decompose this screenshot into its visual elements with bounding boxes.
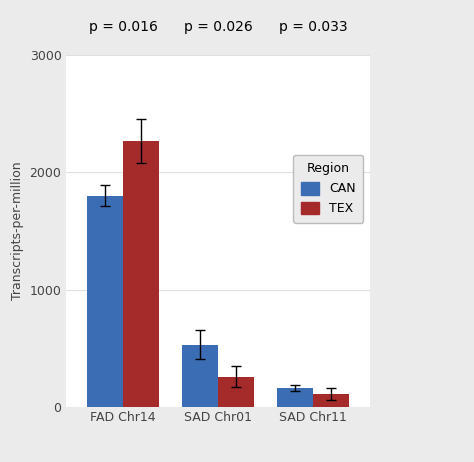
Text: p = 0.016: p = 0.016 [89, 20, 158, 34]
Bar [182, 345, 218, 407]
Bar [87, 196, 123, 407]
Text: p = 0.026: p = 0.026 [183, 20, 253, 34]
Legend: CAN, TEX: CAN, TEX [293, 155, 364, 223]
Bar [277, 389, 313, 407]
Y-axis label: Transcripts-per-million: Transcripts-per-million [11, 162, 24, 300]
Bar [123, 141, 159, 407]
Bar [313, 394, 349, 407]
Text: p = 0.033: p = 0.033 [279, 20, 347, 34]
Bar [218, 377, 254, 407]
